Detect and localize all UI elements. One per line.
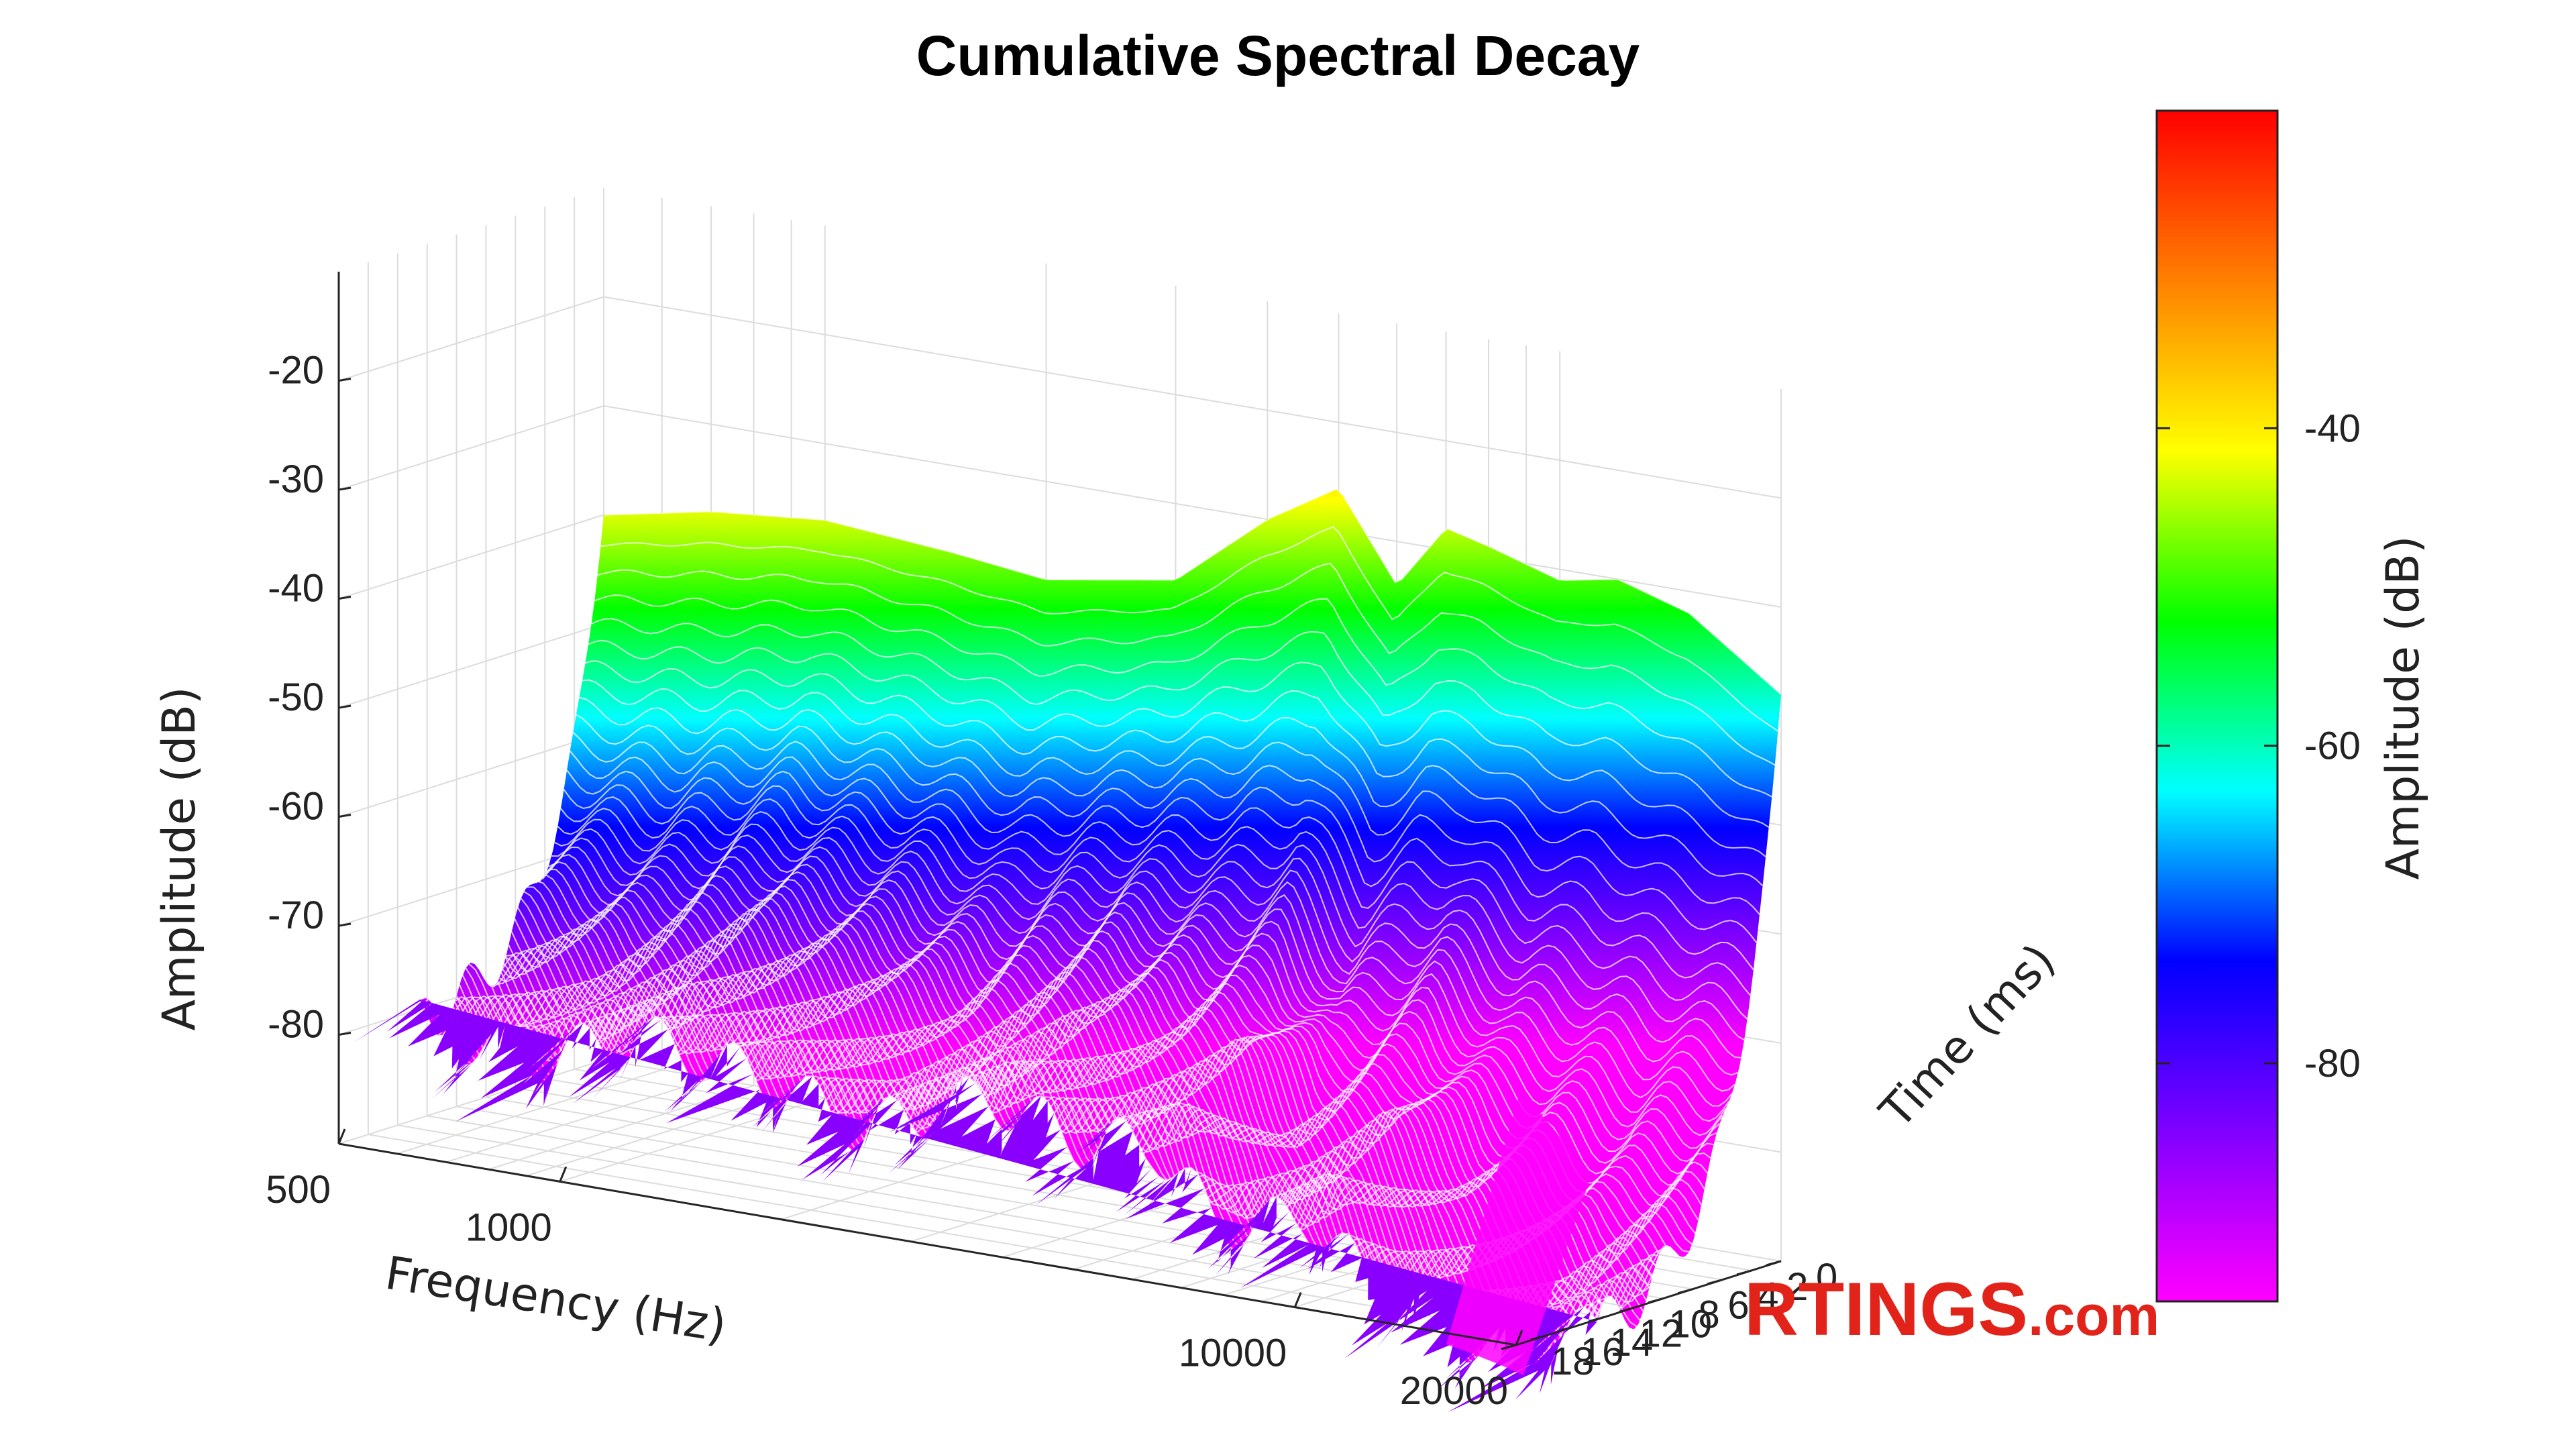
decay-slice-line [508,934,1686,1271]
frequency-tick-mark [337,1128,346,1144]
frequency-tick-mark [559,1166,568,1182]
colorbar-tick-label: -60 [2304,724,2361,768]
decay-surface [353,488,1782,1413]
time-tick-label: 0 [1816,1256,1837,1299]
decay-slice-line [492,949,1672,1299]
frequency-tick-label: 10000 [1179,1332,1287,1375]
decay-slice-line [569,750,1748,1020]
amplitude-tick-label: -50 [268,676,324,719]
time-tick-label: 10 [1669,1302,1713,1346]
logo-suffix: .com [2028,1284,2159,1347]
colorbar-tick-label: -40 [2304,407,2361,450]
amplitude-tick-mark [338,1032,352,1036]
amplitude-tick-mark [338,378,352,382]
amplitude-tick-label: -30 [268,458,324,501]
decay-slice-line [603,488,1782,695]
decay-slice-line [557,808,1736,1092]
decay-slice-line [563,784,1741,1059]
amplitude-tick-mark [338,596,352,600]
decay-slice-line [545,846,1723,1149]
frequency-tick-label: 500 [266,1168,331,1212]
time-tick-mark [1736,1269,1752,1276]
amplitude-tick-mark [338,922,352,927]
decay-slice-line [566,769,1745,1040]
frequency-axis-ticks: 500 1000 10000 20000 [266,1128,1523,1413]
decay-slice-line [504,938,1684,1279]
decay-slice-line [514,918,1693,1255]
frequency-tick-label: 20000 [1400,1369,1508,1413]
decay-slice-line [447,995,1625,1362]
time-tick-label: 14 [1610,1321,1654,1364]
rtings-logo: RTINGS.com [1744,1267,2159,1351]
amplitude-axis-ticks: -20 -30 -40 -50 -60 -70 -80 [268,349,352,1046]
decay-slice-line [560,796,1739,1076]
decay-slice-line [594,594,1772,798]
frequency-axis-label: Frequency (Hz) [382,1247,730,1353]
decay-slice-line [582,679,1760,915]
amplitude-tick-label: -70 [268,894,324,937]
amplitude-tick-label: -40 [268,567,324,610]
amplitude-axis-label: Amplitude (dB) [153,687,206,1031]
decay-slice-line [499,945,1678,1292]
time-tick-mark [1589,1316,1605,1322]
surface-decay-fringe [353,997,1597,1413]
decay-slice-line [449,995,1629,1358]
colorbar-tick-label: -80 [2304,1042,2361,1085]
decay-slice-line [455,989,1634,1350]
time-tick-label: 8 [1698,1293,1719,1337]
time-tick-label: 4 [1757,1275,1778,1318]
decay-slice-line [517,907,1696,1246]
decay-slice-line [579,696,1758,943]
time-tick-label: 6 [1727,1284,1749,1328]
amplitude-tick-label: -80 [268,1003,324,1046]
time-tick-mark [1766,1260,1782,1267]
decay-slice-line [576,714,1754,971]
amplitude-tick-mark [338,486,352,491]
time-tick-label: 12 [1640,1311,1683,1355]
decay-slice-line [496,947,1674,1296]
decay-slice-line [600,526,1778,732]
decay-slice-line [551,828,1730,1122]
time-tick-mark [1619,1306,1634,1313]
decay-slice-line [591,618,1770,828]
decay-slice-line [597,562,1776,766]
frequency-tick-mark [1515,1330,1523,1346]
chart-title: Cumulative Spectral Decay [916,24,1640,87]
logo-brand: RTINGS [1744,1267,2028,1351]
decay-slice-line [502,941,1680,1287]
time-tick-mark [1530,1334,1546,1341]
amplitude-tick-label: -60 [268,785,324,828]
colorbar: -40 -60 -80 Amplitude (dB) [2155,109,2430,1303]
colorbar-label: Amplitude (dB) [2377,536,2430,880]
amplitude-tick-mark [338,704,352,709]
time-tick-mark [1501,1344,1517,1350]
time-tick-label: 18 [1551,1340,1595,1383]
time-tick-label: 16 [1580,1330,1624,1374]
decay-slice-line [548,837,1727,1136]
colorbar-ticks: -40 -60 -80 [2157,407,2361,1085]
time-tick-label: 2 [1786,1265,1808,1309]
time-axis-label: Time (ms) [1870,934,2065,1138]
time-tick-mark [1707,1279,1723,1285]
decay-slice-line [588,639,1766,857]
time-tick-mark [1648,1297,1664,1304]
frequency-tick-label: 1000 [466,1205,552,1249]
time-tick-mark [1560,1325,1576,1332]
amplitude-tick-label: -20 [268,349,324,392]
colorbar-scale [2155,109,2279,1303]
time-tick-mark [1677,1288,1693,1295]
decay-slice-line [572,732,1752,996]
decay-slice-line [554,818,1733,1107]
frequency-tick-mark [1293,1292,1302,1308]
surface-high-frequency-tail [1446,1091,1590,1376]
svg-text:RTINGS.com: RTINGS.com [1744,1267,2159,1351]
amplitude-tick-mark [338,814,352,818]
decay-slice-line [585,660,1764,887]
